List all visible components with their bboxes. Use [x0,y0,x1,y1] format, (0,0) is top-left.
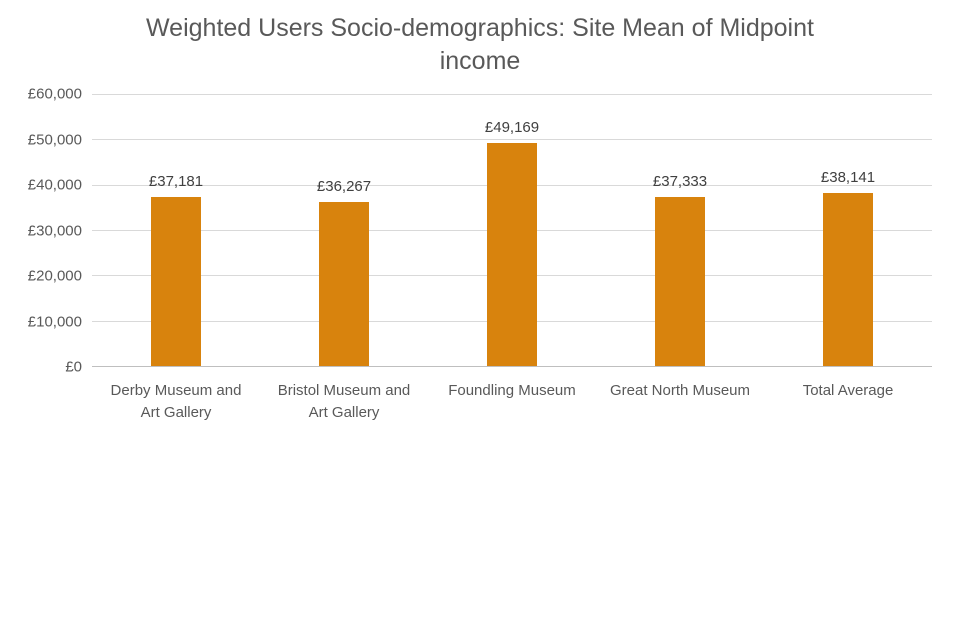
y-tick-label: £40,000 [27,176,82,194]
bar-value-label: £38,141 [820,169,876,187]
bar [655,196,705,366]
x-category-label: Derby Museum and Art Gallery [110,382,242,421]
bar-cell: £37,181 [92,94,260,366]
bar [487,143,537,366]
plot-area: £37,181 £36,267 £49,169 £37,333 £38,141 [92,94,932,367]
bars-container: £37,181 £36,267 £49,169 £37,333 £38,141 [92,94,932,366]
bar [823,193,873,366]
chart-body: £0 £10,000 £20,000 £30,000 £40,000 £50,000 £60… [0,86,960,424]
chart-title: Weighted Users Socio-demographics: Site … [146,14,814,75]
x-category-label: Total Average [802,382,894,399]
bar-value-label: £37,333 [652,172,708,190]
y-tick-label: £0 [65,358,82,376]
y-tick-label: £60,000 [27,85,82,103]
bar-cell: £37,333 [596,94,764,366]
y-tick-label: £50,000 [27,131,82,148]
bar-value-label: £36,267 [316,177,372,195]
bar-cell: £49,169 [428,94,596,366]
gridline [92,94,932,95]
bar-value-label: £37,181 [148,173,204,191]
bar-cell: £38,141 [764,94,932,366]
x-axis: Derby Museum and Art Gallery Bristol Muse… [92,380,932,424]
x-category-label: Bristol Museum and Art Gallery [277,382,411,421]
bar [151,197,201,366]
plot-wrap: £37,181 £36,267 £49,169 £37,333 £38,141 Derb… [92,94,932,424]
bar-cell: £36,267 [260,94,428,366]
x-category-label: Foundling Museum [448,382,576,399]
gridline [92,139,932,141]
x-category-label: Great North Museum [609,382,751,399]
bar-value-label: £49,169 [484,119,540,137]
bar [319,201,369,366]
y-tick-label: £20,000 [27,267,82,285]
y-tick-label: £30,000 [27,222,82,239]
y-tick-label: £10,000 [27,313,82,330]
y-axis: £0 £10,000 £20,000 £30,000 £40,000 £50,000 £60… [8,86,92,376]
